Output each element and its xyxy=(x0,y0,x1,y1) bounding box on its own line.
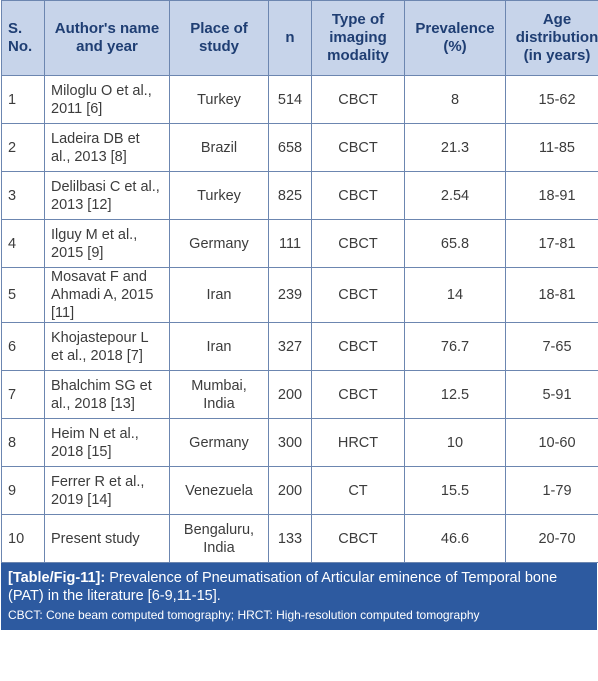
cell-type: CBCT xyxy=(311,171,405,220)
cell-n: 133 xyxy=(268,514,312,563)
cell-place: Germany xyxy=(169,219,269,268)
cell-type: CT xyxy=(311,466,405,515)
cell-type: CBCT xyxy=(311,514,405,563)
table-header: S. No. Author's name and year Place of s… xyxy=(1,0,598,76)
header-prevalence: Prevalence (%) xyxy=(404,0,506,76)
cell-sno: 6 xyxy=(1,322,45,371)
caption-text: Prevalence of Pneumatisation of Articula… xyxy=(8,570,558,604)
table-row: 4 Ilguy M et al., 2015 [9] Germany 111 C… xyxy=(1,219,598,268)
cell-n: 111 xyxy=(268,219,312,268)
cell-n: 200 xyxy=(268,370,312,419)
cell-sno: 7 xyxy=(1,370,45,419)
cell-n: 327 xyxy=(268,322,312,371)
header-sno: S. No. xyxy=(1,0,45,76)
table-row: 6 Khojastepour L et al., 2018 [7] Iran 3… xyxy=(1,322,598,371)
cell-prevalence: 15.5 xyxy=(404,466,506,515)
cell-age: 10-60 xyxy=(505,418,598,467)
cell-sno: 8 xyxy=(1,418,45,467)
cell-author: Ferrer R et al., 2019 [14] xyxy=(44,466,170,515)
cell-place: Mumbai, India xyxy=(169,370,269,419)
cell-prevalence: 65.8 xyxy=(404,219,506,268)
table-row: 7 Bhalchim SG et al., 2018 [13] Mumbai, … xyxy=(1,370,598,419)
caption-footnote: CBCT: Cone beam computed tomography; HRC… xyxy=(8,608,480,622)
cell-prevalence: 8 xyxy=(404,75,506,124)
cell-age: 11-85 xyxy=(505,123,598,172)
cell-prevalence: 76.7 xyxy=(404,322,506,371)
cell-sno: 10 xyxy=(1,514,45,563)
cell-type: CBCT xyxy=(311,123,405,172)
table-row: 9 Ferrer R et al., 2019 [14] Venezuela 2… xyxy=(1,466,598,515)
cell-sno: 9 xyxy=(1,466,45,515)
cell-sno: 2 xyxy=(1,123,45,172)
cell-n: 658 xyxy=(268,123,312,172)
cell-sno: 3 xyxy=(1,171,45,220)
cell-type: CBCT xyxy=(311,219,405,268)
cell-place: Iran xyxy=(169,267,269,323)
cell-author: Khojastepour L et al., 2018 [7] xyxy=(44,322,170,371)
literature-table: S. No. Author's name and year Place of s… xyxy=(1,0,598,563)
cell-prevalence: 2.54 xyxy=(404,171,506,220)
cell-sno: 5 xyxy=(1,267,45,323)
caption-label: [Table/Fig-11]: xyxy=(8,570,106,586)
cell-age: 18-81 xyxy=(505,267,598,323)
cell-age: 17-81 xyxy=(505,219,598,268)
cell-author: Delilbasi C et al., 2013 [12] xyxy=(44,171,170,220)
cell-age: 18-91 xyxy=(505,171,598,220)
table-body: 1 Miloglu O et al., 2011 [6] Turkey 514 … xyxy=(1,75,598,563)
cell-n: 300 xyxy=(268,418,312,467)
cell-n: 200 xyxy=(268,466,312,515)
cell-type: HRCT xyxy=(311,418,405,467)
cell-n: 239 xyxy=(268,267,312,323)
cell-age: 5-91 xyxy=(505,370,598,419)
table-row: 10 Present study Bengaluru, India 133 CB… xyxy=(1,514,598,563)
cell-author: Mosavat F and Ahmadi A, 2015 [11] xyxy=(44,267,170,323)
cell-type: CBCT xyxy=(311,75,405,124)
table-row: 5 Mosavat F and Ahmadi A, 2015 [11] Iran… xyxy=(1,267,598,323)
cell-place: Turkey xyxy=(169,171,269,220)
cell-n: 825 xyxy=(268,171,312,220)
header-type: Type of imaging modality xyxy=(311,0,405,76)
cell-place: Iran xyxy=(169,322,269,371)
cell-prevalence: 14 xyxy=(404,267,506,323)
cell-prevalence: 10 xyxy=(404,418,506,467)
cell-author: Ilguy M et al., 2015 [9] xyxy=(44,219,170,268)
table-caption: [Table/Fig-11]: Prevalence of Pneumatisa… xyxy=(1,563,597,630)
cell-type: CBCT xyxy=(311,370,405,419)
cell-type: CBCT xyxy=(311,267,405,323)
cell-place: Brazil xyxy=(169,123,269,172)
table-row: 8 Heim N et al., 2018 [15] Germany 300 H… xyxy=(1,418,598,467)
cell-place: Bengaluru, India xyxy=(169,514,269,563)
cell-prevalence: 21.3 xyxy=(404,123,506,172)
table-row: 3 Delilbasi C et al., 2013 [12] Turkey 8… xyxy=(1,171,598,220)
table-row: 1 Miloglu O et al., 2011 [6] Turkey 514 … xyxy=(1,75,598,124)
cell-author: Bhalchim SG et al., 2018 [13] xyxy=(44,370,170,419)
cell-author: Ladeira DB et al., 2013 [8] xyxy=(44,123,170,172)
cell-age: 1-79 xyxy=(505,466,598,515)
cell-place: Venezuela xyxy=(169,466,269,515)
cell-place: Turkey xyxy=(169,75,269,124)
cell-age: 15-62 xyxy=(505,75,598,124)
caption-title: [Table/Fig-11]: Prevalence of Pneumatisa… xyxy=(8,569,590,605)
cell-sno: 1 xyxy=(1,75,45,124)
cell-age: 7-65 xyxy=(505,322,598,371)
cell-prevalence: 46.6 xyxy=(404,514,506,563)
cell-author: Miloglu O et al., 2011 [6] xyxy=(44,75,170,124)
cell-type: CBCT xyxy=(311,322,405,371)
cell-author: Present study xyxy=(44,514,170,563)
header-author: Author's name and year xyxy=(44,0,170,76)
header-place: Place of study xyxy=(169,0,269,76)
cell-sno: 4 xyxy=(1,219,45,268)
header-age: Age distribution (in years) xyxy=(505,0,598,76)
cell-author: Heim N et al., 2018 [15] xyxy=(44,418,170,467)
header-n: n xyxy=(268,0,312,76)
cell-place: Germany xyxy=(169,418,269,467)
cell-age: 20-70 xyxy=(505,514,598,563)
header-row: S. No. Author's name and year Place of s… xyxy=(1,0,598,76)
cell-prevalence: 12.5 xyxy=(404,370,506,419)
cell-n: 514 xyxy=(268,75,312,124)
table-row: 2 Ladeira DB et al., 2013 [8] Brazil 658… xyxy=(1,123,598,172)
